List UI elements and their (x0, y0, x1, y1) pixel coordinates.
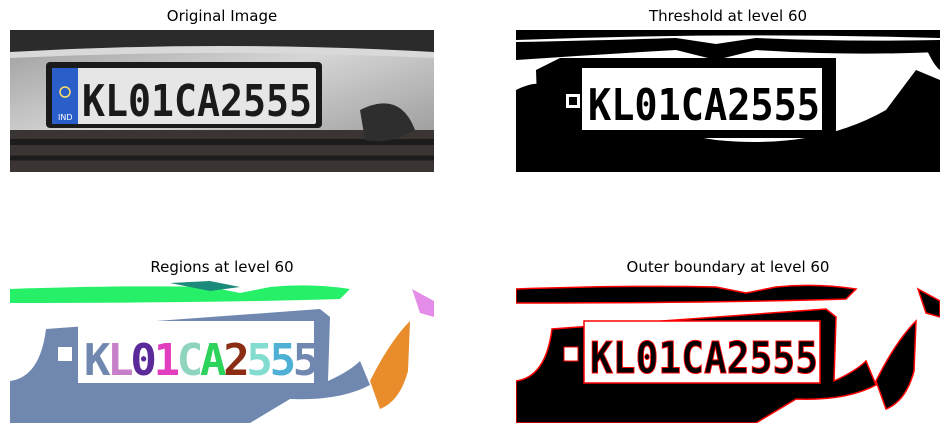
plate-text-boundary: KL01CA2555 (590, 333, 818, 384)
plate-text-original: KL01CA2555 (82, 76, 312, 127)
region-glyph: 5 (246, 335, 273, 386)
panel-title-threshold: Threshold at level 60 (648, 7, 808, 25)
region-orange (370, 321, 410, 409)
panel-title-original: Original Image (166, 7, 278, 25)
panel-title-regions: Regions at level 60 (150, 258, 294, 276)
region-glyph: 2 (223, 335, 250, 386)
plate-blue-strip (52, 68, 78, 124)
plate-badge: IND (58, 113, 73, 122)
threshold-image: KL01CA2555 (516, 30, 940, 172)
plate-text-threshold: KL01CA2555 (588, 80, 820, 131)
region-letters: KL01CA2555 (84, 335, 319, 386)
region-glyph: 1 (154, 335, 181, 386)
region-pink (412, 289, 434, 317)
region-glyph: A (200, 335, 227, 386)
panel-title-boundary: Outer boundary at level 60 (626, 258, 830, 276)
region-glyph: 5 (270, 335, 297, 386)
region-glyph: L (107, 335, 134, 386)
region-glyph: K (84, 335, 111, 386)
boundary-image: KL01CA2555 (516, 281, 940, 423)
original-image: IND KL01CA2555 (10, 30, 434, 172)
region-glyph: 5 (293, 335, 320, 386)
region-glyph: 0 (130, 335, 157, 386)
region-top (10, 285, 350, 303)
region-glyph: C (177, 335, 204, 386)
